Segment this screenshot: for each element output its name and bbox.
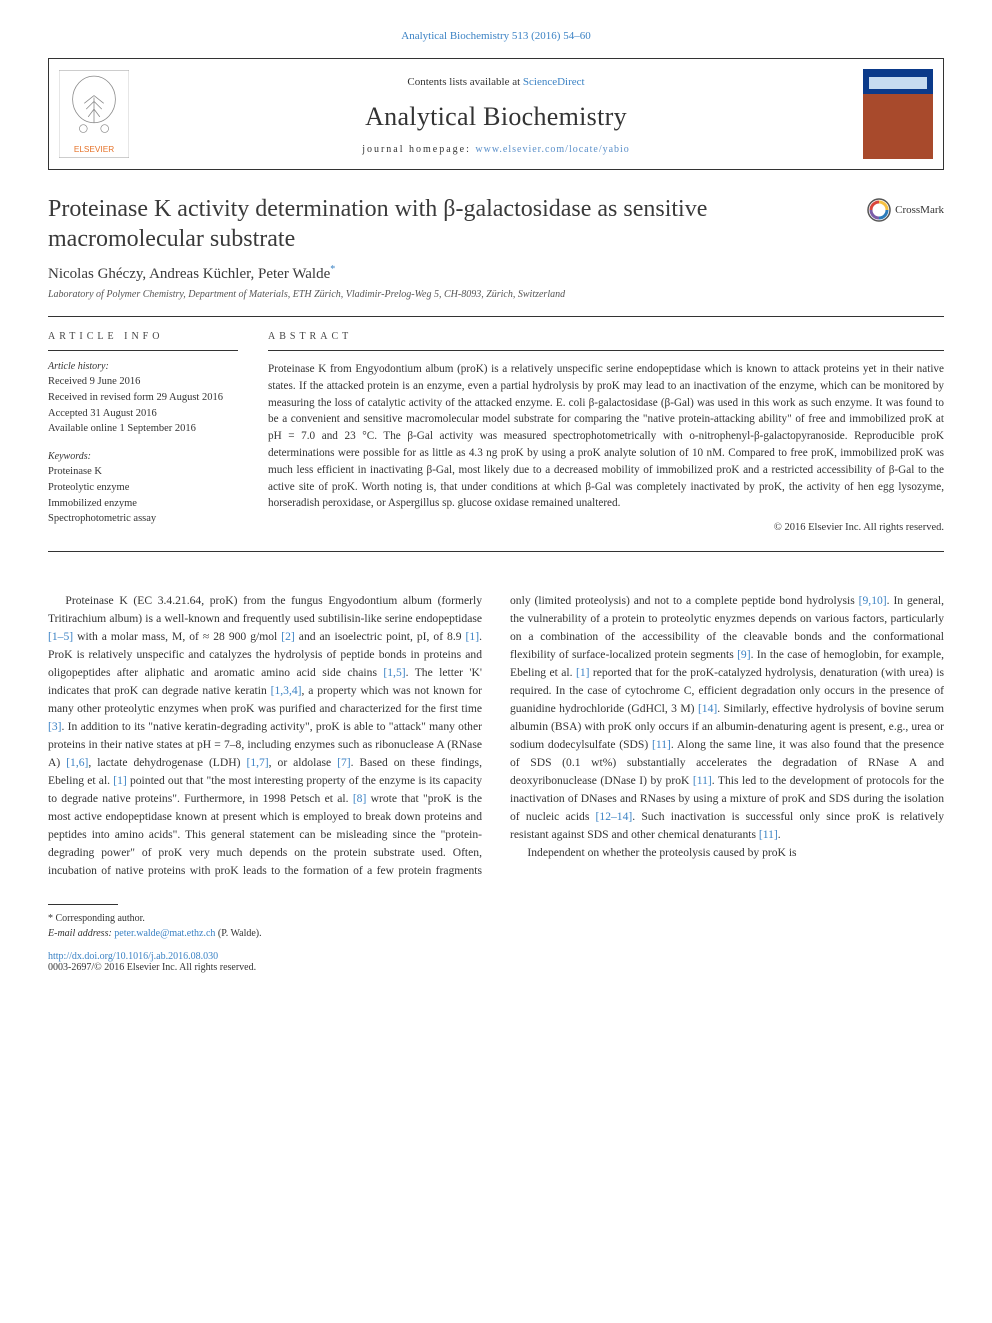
authors-line: Nicolas Ghéczy, Andreas Küchler, Peter W…	[48, 264, 944, 283]
issn-copyright: 0003-2697/© 2016 Elsevier Inc. All right…	[48, 962, 944, 973]
history-line: Accepted 31 August 2016	[48, 406, 238, 422]
ref-link[interactable]: [1,5]	[383, 666, 405, 679]
keyword: Proteolytic enzyme	[48, 480, 238, 496]
history-line: Available online 1 September 2016	[48, 421, 238, 437]
ref-link[interactable]: [11]	[693, 774, 712, 787]
ref-link[interactable]: [14]	[698, 702, 717, 715]
history-line: Received 9 June 2016	[48, 374, 238, 390]
cover-thumb-cell	[853, 59, 943, 169]
affiliation: Laboratory of Polymer Chemistry, Departm…	[48, 289, 944, 300]
article-info-column: ARTICLE INFO Article history: Received 9…	[48, 331, 238, 533]
history-line: Received in revised form 29 August 2016	[48, 390, 238, 406]
journal-citation-link[interactable]: Analytical Biochemistry 513 (2016) 54–60	[401, 30, 590, 42]
ref-link[interactable]: [3]	[48, 720, 62, 733]
doi-link[interactable]: http://dx.doi.org/10.1016/j.ab.2016.08.0…	[48, 951, 218, 962]
corresponding-footnote: * Corresponding author.	[48, 911, 944, 926]
crossmark-badge[interactable]: CrossMark	[867, 198, 944, 222]
body-paragraph: Proteinase K (EC 3.4.21.64, proK) from t…	[48, 592, 944, 880]
ref-link[interactable]: [7]	[337, 756, 351, 769]
ref-link[interactable]: [8]	[353, 792, 367, 805]
article-info-heading: ARTICLE INFO	[48, 331, 238, 342]
journal-header: ELSEVIER Contents lists available at Sci…	[48, 58, 944, 170]
ref-link[interactable]: [12–14]	[596, 810, 633, 823]
journal-homepage-line: journal homepage: www.elsevier.com/locat…	[139, 144, 853, 155]
ref-link[interactable]: [1,6]	[66, 756, 88, 769]
journal-homepage-link[interactable]: www.elsevier.com/locate/yabio	[475, 144, 629, 155]
email-link[interactable]: peter.walde@mat.ethz.ch	[114, 928, 215, 939]
abstract-text: Proteinase K from Engyodontium album (pr…	[268, 361, 944, 512]
rule	[48, 316, 944, 317]
corresponding-mark: *	[330, 264, 335, 275]
keywords-label: Keywords:	[48, 451, 238, 462]
publisher-name: ELSEVIER	[74, 145, 114, 154]
rule	[48, 350, 238, 351]
ref-link[interactable]: [9]	[737, 648, 751, 661]
footnote-rule	[48, 904, 118, 905]
keyword: Spectrophotometric assay	[48, 511, 238, 527]
publisher-logo-cell: ELSEVIER	[49, 59, 139, 169]
article-title: Proteinase K activity determination with…	[48, 194, 851, 254]
body-text: Proteinase K (EC 3.4.21.64, proK) from t…	[48, 592, 944, 880]
keyword: Proteinase K	[48, 464, 238, 480]
doi-line: http://dx.doi.org/10.1016/j.ab.2016.08.0…	[48, 951, 944, 962]
header-center: Contents lists available at ScienceDirec…	[139, 59, 853, 169]
journal-name: Analytical Biochemistry	[139, 102, 853, 132]
ref-link[interactable]: [11]	[759, 828, 778, 841]
crossmark-label: CrossMark	[895, 204, 944, 216]
journal-citation: Analytical Biochemistry 513 (2016) 54–60	[48, 30, 944, 42]
ref-link[interactable]: [1]	[576, 666, 590, 679]
ref-link[interactable]: [1]	[113, 774, 127, 787]
crossmark-icon	[867, 198, 891, 222]
ref-link[interactable]: [2]	[281, 630, 295, 643]
contents-line: Contents lists available at ScienceDirec…	[139, 76, 853, 88]
sciencedirect-link[interactable]: ScienceDirect	[523, 76, 585, 88]
history-label: Article history:	[48, 361, 238, 372]
rule	[48, 551, 944, 552]
ref-link[interactable]: [11]	[652, 738, 671, 751]
journal-cover-thumb	[863, 69, 933, 159]
abstract-column: ABSTRACT Proteinase K from Engyodontium …	[268, 331, 944, 533]
ref-link[interactable]: [1,7]	[246, 756, 268, 769]
ref-link[interactable]: [1]	[466, 630, 480, 643]
rule	[268, 350, 944, 351]
email-footnote: E-mail address: peter.walde@mat.ethz.ch …	[48, 926, 944, 941]
ref-link[interactable]: [1–5]	[48, 630, 73, 643]
ref-link[interactable]: [9,10]	[859, 594, 887, 607]
elsevier-tree-logo: ELSEVIER	[59, 69, 129, 159]
abstract-copyright: © 2016 Elsevier Inc. All rights reserved…	[268, 522, 944, 533]
body-paragraph: Independent on whether the proteolysis c…	[510, 844, 944, 862]
abstract-heading: ABSTRACT	[268, 331, 944, 342]
keyword: Immobilized enzyme	[48, 496, 238, 512]
ref-link[interactable]: [1,3,4]	[271, 684, 302, 697]
